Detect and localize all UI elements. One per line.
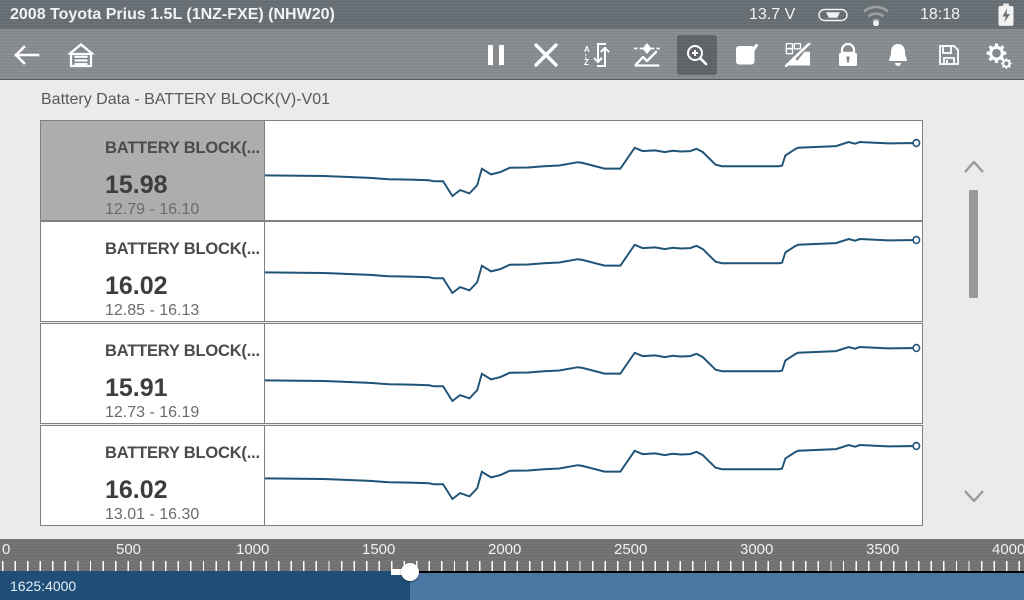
svg-text:Z: Z: [584, 58, 589, 67]
svg-text:A: A: [584, 45, 590, 54]
